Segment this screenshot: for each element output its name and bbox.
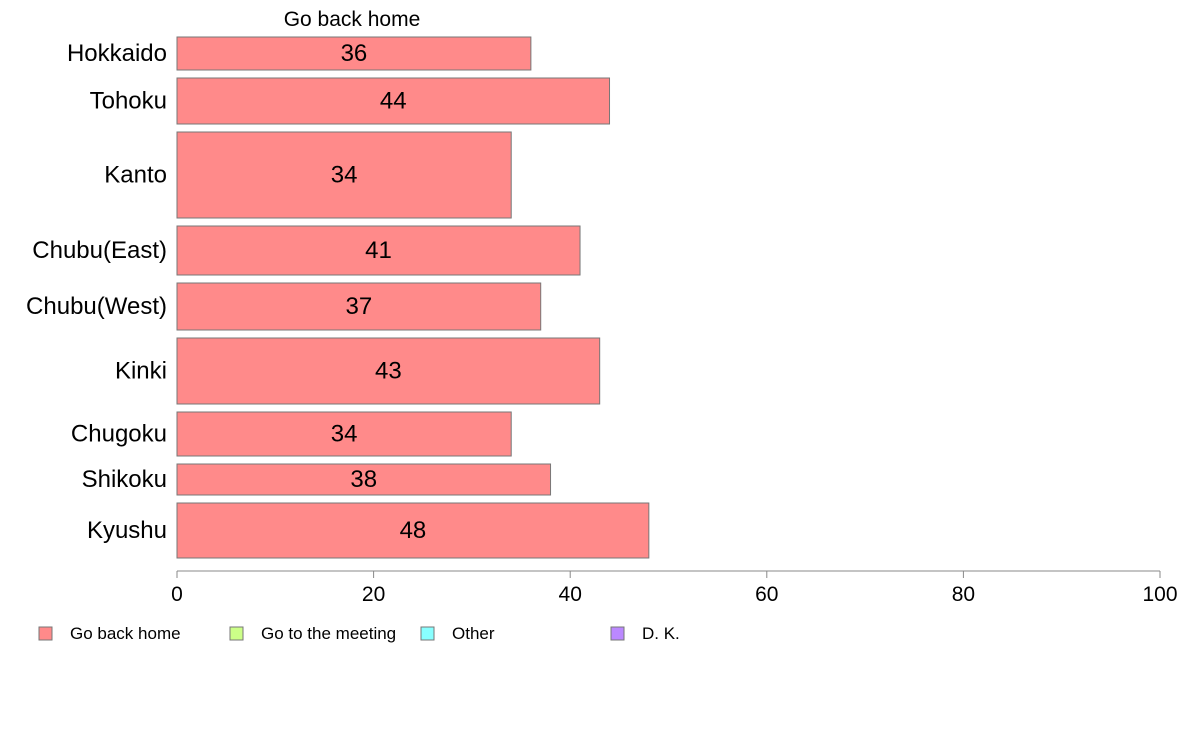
x-tick-label: 0 — [171, 583, 183, 606]
x-axis: 0 20 40 60 80 100 — [171, 570, 1178, 606]
bar-chubu-west- — [176, 282, 542, 331]
bar-group — [176, 36, 650, 559]
category-label: Tohoku — [90, 88, 167, 115]
category-label: Chubu(West) — [26, 293, 167, 320]
category-label: Chugoku — [71, 421, 167, 448]
bar-value-label: 38 — [350, 466, 377, 493]
bar-value-label: 44 — [380, 88, 407, 115]
legend-label: Go to the meeting — [261, 624, 396, 643]
bar-value-label: 36 — [341, 40, 368, 67]
bar-shikoku — [176, 463, 552, 496]
bar-value-label: 34 — [331, 162, 358, 189]
chart-title: Go back home — [284, 8, 421, 31]
legend-label: Go back home — [70, 624, 181, 643]
category-label: Chubu(East) — [32, 237, 167, 264]
bar-kyushu — [176, 502, 650, 559]
x-tick-label: 60 — [755, 583, 778, 606]
legend: Go back home Go to the meeting Other D. K. — [38, 624, 680, 643]
legend-swatch — [229, 626, 244, 641]
bar-hokkaido — [176, 36, 532, 71]
bar-value-label: 48 — [400, 517, 427, 544]
bar-chugoku — [176, 411, 512, 457]
category-label: Shikoku — [82, 466, 167, 493]
bar-kinki — [176, 337, 601, 405]
category-label: Hokkaido — [67, 40, 167, 67]
category-labels: Hokkaido Tohoku Kanto Chubu(East) Chubu(West… — [26, 40, 167, 544]
legend-swatch — [610, 626, 625, 641]
category-label: Kinki — [115, 358, 167, 385]
value-labels: 36 44 34 41 37 43 34 38 48 — [331, 40, 427, 544]
bar-value-label: 43 — [375, 358, 402, 385]
bar-tohoku — [176, 77, 611, 125]
category-label: Kanto — [104, 162, 167, 189]
x-tick-label: 80 — [952, 583, 975, 606]
legend-swatch — [38, 626, 53, 641]
x-tick-label: 20 — [362, 583, 385, 606]
bar-value-label: 41 — [365, 237, 392, 264]
bar-chubu-east- — [176, 225, 581, 276]
category-label: Kyushu — [87, 517, 167, 544]
x-tick-label: 40 — [559, 583, 582, 606]
legend-label: Other — [452, 624, 495, 643]
bar-value-label: 34 — [331, 421, 358, 448]
legend-swatch — [420, 626, 435, 641]
legend-label: D. K. — [642, 624, 680, 643]
x-tick-label: 100 — [1142, 583, 1177, 606]
bar-value-label: 37 — [346, 293, 373, 320]
bar-kanto — [176, 131, 512, 219]
